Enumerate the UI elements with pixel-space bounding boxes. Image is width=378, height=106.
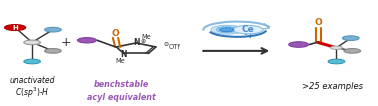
- Text: +: +: [61, 36, 71, 49]
- Circle shape: [24, 59, 40, 64]
- Circle shape: [45, 27, 61, 32]
- Circle shape: [77, 38, 96, 43]
- Text: Me: Me: [115, 58, 125, 64]
- Text: $C(sp^3)$-$H$: $C(sp^3)$-$H$: [15, 86, 50, 100]
- Text: N: N: [121, 50, 127, 59]
- Text: N: N: [133, 38, 139, 47]
- Circle shape: [289, 42, 308, 47]
- Text: Ce: Ce: [242, 25, 254, 34]
- Text: benchstable: benchstable: [93, 80, 149, 89]
- Text: H: H: [12, 25, 18, 31]
- Text: ⊕: ⊕: [140, 39, 146, 44]
- Circle shape: [220, 28, 234, 32]
- Text: acyl equivalent: acyl equivalent: [87, 93, 155, 102]
- Circle shape: [45, 49, 61, 53]
- Circle shape: [328, 59, 345, 64]
- Circle shape: [344, 49, 361, 53]
- Text: OTf: OTf: [169, 44, 181, 50]
- Circle shape: [330, 46, 342, 49]
- Text: Me: Me: [142, 34, 152, 40]
- Circle shape: [233, 25, 263, 34]
- Circle shape: [5, 25, 26, 31]
- Circle shape: [24, 40, 40, 45]
- Text: O: O: [112, 29, 119, 38]
- Text: O: O: [315, 18, 322, 27]
- Text: unactivated: unactivated: [9, 76, 55, 85]
- Circle shape: [211, 25, 243, 34]
- Circle shape: [216, 27, 237, 33]
- Text: ⊖: ⊖: [164, 42, 169, 47]
- Text: >25 examples: >25 examples: [302, 82, 363, 91]
- Circle shape: [342, 36, 359, 40]
